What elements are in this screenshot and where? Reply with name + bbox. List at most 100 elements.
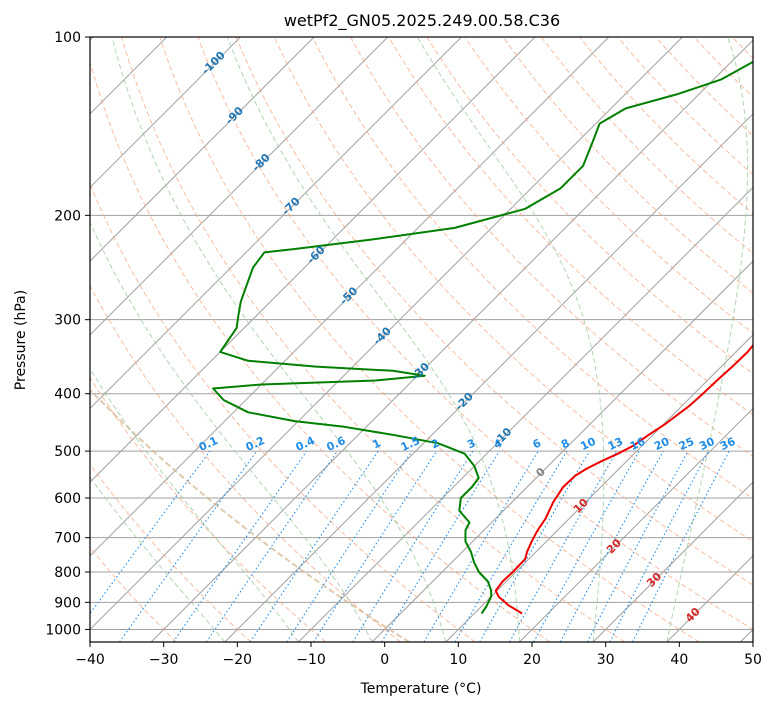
isotherm-line	[90, 37, 683, 631]
y-tick-label: 1000	[45, 622, 81, 638]
mixing-ratio-line	[172, 450, 308, 642]
y-tick-label: 600	[54, 491, 81, 507]
isotherm-line	[666, 555, 753, 642]
moist-adiabat-line	[111, 37, 447, 642]
isotherm-label: -70	[280, 194, 303, 217]
mixing-ratio-label: 6	[531, 436, 544, 451]
isotherm-line	[371, 260, 753, 642]
mixing-ratio-label: 36	[718, 435, 738, 453]
temperature-profile	[494, 343, 753, 615]
x-tick-label: −40	[75, 652, 105, 668]
dry-adiabat-line	[617, 37, 753, 176]
series-layer	[212, 60, 753, 615]
dry-adiabat-line	[90, 60, 551, 642]
x-tick-label: 20	[523, 652, 541, 668]
mixing-ratio-line	[352, 450, 474, 642]
dry-adiabat-line	[159, 37, 700, 642]
isotherm-line	[90, 37, 536, 483]
x-tick-label: 40	[670, 652, 688, 668]
dry-adiabat-line	[388, 37, 753, 416]
moist-adiabat-line	[416, 37, 605, 642]
mixing-ratio-label: 13	[606, 435, 625, 453]
isotherm-line	[90, 37, 610, 557]
dry-adiabat-line	[121, 37, 625, 642]
mixing-ratio-line	[454, 450, 568, 642]
moist-adiabat-line	[666, 37, 749, 642]
dry-adiabat-line	[90, 546, 177, 642]
moist-adiabat-line	[90, 476, 226, 642]
isotherm-line	[90, 37, 241, 189]
x-tick-label: 50	[744, 652, 762, 668]
mixing-ratio-line	[119, 450, 258, 642]
dry-adiabat-line	[464, 37, 753, 334]
mixing-ratio-label: 1	[370, 436, 382, 451]
moist-adiabat-line	[90, 220, 373, 642]
plot-frame	[89, 36, 754, 643]
mixing-ratio-label: 25	[677, 435, 696, 453]
mixing-ratio-label: 20	[652, 435, 672, 453]
x-tick-label: 30	[597, 652, 615, 668]
isotherm-label: 30	[644, 570, 664, 590]
dewpoint-profile	[212, 60, 753, 615]
mixing-ratio-line	[205, 450, 338, 642]
moist-adiabat-line	[226, 37, 520, 642]
x-tick-label: −30	[149, 652, 179, 668]
dry-adiabat-line	[693, 37, 753, 98]
dry-adiabat-line	[311, 37, 753, 500]
dry-adiabat-line	[541, 37, 753, 254]
y-tick-label: 400	[54, 387, 81, 403]
mixing-ratio-label: 16	[628, 435, 648, 453]
mixing-ratio-line	[632, 450, 730, 642]
dry-adiabat-line	[90, 183, 476, 642]
isotherm-line	[150, 39, 753, 642]
y-tick-label: 500	[54, 444, 81, 460]
isotherm-label: -40	[371, 324, 394, 347]
isotherm-line	[224, 113, 753, 642]
line-labels: 0.1 0.2 0.4 0.6 1 1.5 2 3 4 6 8 10 13 16 20 25 30 36-100-…	[197, 48, 738, 625]
y-tick-label: 300	[54, 313, 81, 329]
isotherm-label: -80	[250, 151, 273, 174]
isotherm-label: 10	[571, 496, 591, 516]
dry-adiabat-line	[350, 37, 753, 458]
background-lines	[90, 37, 775, 642]
dry-adiabat-line	[655, 37, 753, 137]
isotherm-line	[445, 334, 753, 642]
mixing-ratio-line	[286, 450, 413, 642]
dry-adiabat-line	[273, 37, 753, 543]
dry-adiabat-line	[90, 284, 401, 642]
moist-adiabat-line	[90, 367, 299, 642]
axis-ticks: −40 −30 −20 −10 0 10 20 30 40 50 100 200 300 400 500 60…	[45, 30, 762, 668]
mixing-ratio-line	[381, 450, 500, 642]
dry-adiabat-line	[90, 463, 252, 642]
isotherm-line	[519, 407, 753, 642]
dry-adiabat-line	[90, 376, 327, 642]
dry-adiabat-line	[197, 37, 753, 630]
chart-title: wetPf2_GN05.2025.249.00.58.C36	[284, 11, 560, 31]
dry-adiabat-line	[90, 388, 410, 642]
x-tick-label: −10	[296, 652, 326, 668]
isotherm-line	[90, 37, 462, 410]
dry-adiabat-line	[770, 37, 775, 642]
isotherm-line	[90, 37, 315, 262]
x-tick-label: 0	[380, 652, 389, 668]
mixing-ratio-line	[559, 450, 664, 642]
x-tick-label: −20	[223, 652, 253, 668]
dry-adiabat-line	[426, 37, 753, 375]
mixing-ratio-line	[313, 450, 438, 642]
isotherm-label: -100	[199, 48, 228, 77]
y-axis-label: Pressure (hPa)	[13, 290, 29, 390]
mixing-ratio-line	[509, 450, 618, 642]
isotherm-label: 40	[683, 605, 703, 625]
dry-adiabat-line	[502, 37, 753, 294]
y-tick-label: 100	[54, 30, 81, 46]
mixing-ratio-label: 30	[697, 435, 717, 453]
y-tick-label: 900	[54, 595, 81, 611]
mixing-ratio-line	[249, 450, 379, 642]
isotherm-line	[90, 37, 389, 336]
mixing-ratio-line	[533, 450, 640, 642]
dry-adiabat-line	[235, 37, 753, 586]
mixing-ratio-label: 10	[578, 435, 598, 453]
y-tick-label: 800	[54, 565, 81, 581]
y-tick-label: 700	[54, 531, 81, 547]
